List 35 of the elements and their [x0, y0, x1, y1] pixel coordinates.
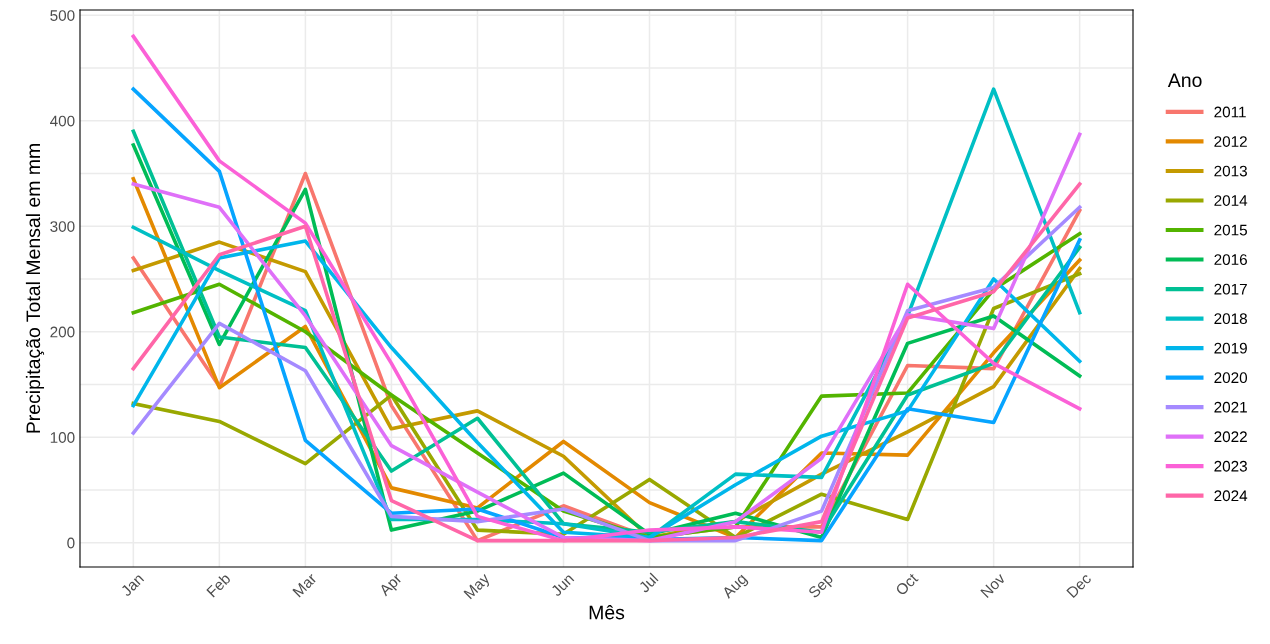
x-tick-label: Sep — [807, 572, 836, 601]
x-axis-title: Mês — [589, 605, 625, 620]
legend-label: 2024 — [1214, 490, 1248, 502]
y-axis-title: Precipitação Total Mensal em mm — [25, 144, 45, 433]
y-tick-label: 200 — [50, 326, 75, 338]
y-tick-label: 300 — [50, 221, 75, 232]
y-tick-label: 100 — [50, 432, 75, 443]
legend-label: 2012 — [1214, 136, 1247, 147]
x-tick-label: Jun — [550, 572, 575, 598]
x-tick-label: May — [463, 572, 493, 602]
legend-label: 2017 — [1214, 283, 1247, 295]
legend-title: Ano — [1167, 73, 1202, 88]
x-tick-label: Jan — [120, 572, 145, 598]
legend-label: 2011 — [1214, 106, 1246, 118]
legend-label: 2014 — [1214, 195, 1248, 206]
x-tick-label: Aug — [721, 572, 750, 602]
legend-label: 2021 — [1214, 401, 1247, 413]
legend-label: 2018 — [1214, 313, 1247, 325]
y-tick-label: 500 — [50, 10, 75, 21]
legend-label: 2013 — [1214, 165, 1247, 177]
legend-label: 2023 — [1214, 460, 1247, 472]
x-tick-label: Feb — [205, 572, 232, 598]
y-tick-label: 400 — [50, 115, 75, 127]
x-tick-label: Jul — [637, 572, 659, 594]
legend-label: 2022 — [1214, 431, 1247, 443]
x-tick-label: Apr — [378, 572, 405, 599]
x-tick-label: Mar — [292, 572, 318, 598]
x-tick-label: Nov — [980, 572, 1007, 599]
legend-label: 2020 — [1214, 372, 1248, 384]
x-tick-label: Dec — [1066, 572, 1092, 599]
legend-label: 2015 — [1214, 224, 1247, 236]
x-tick-label: Oct — [894, 572, 919, 597]
legend-label: 2019 — [1214, 342, 1247, 354]
legend-label: 2016 — [1214, 254, 1247, 266]
y-tick-label: 0 — [67, 537, 75, 549]
